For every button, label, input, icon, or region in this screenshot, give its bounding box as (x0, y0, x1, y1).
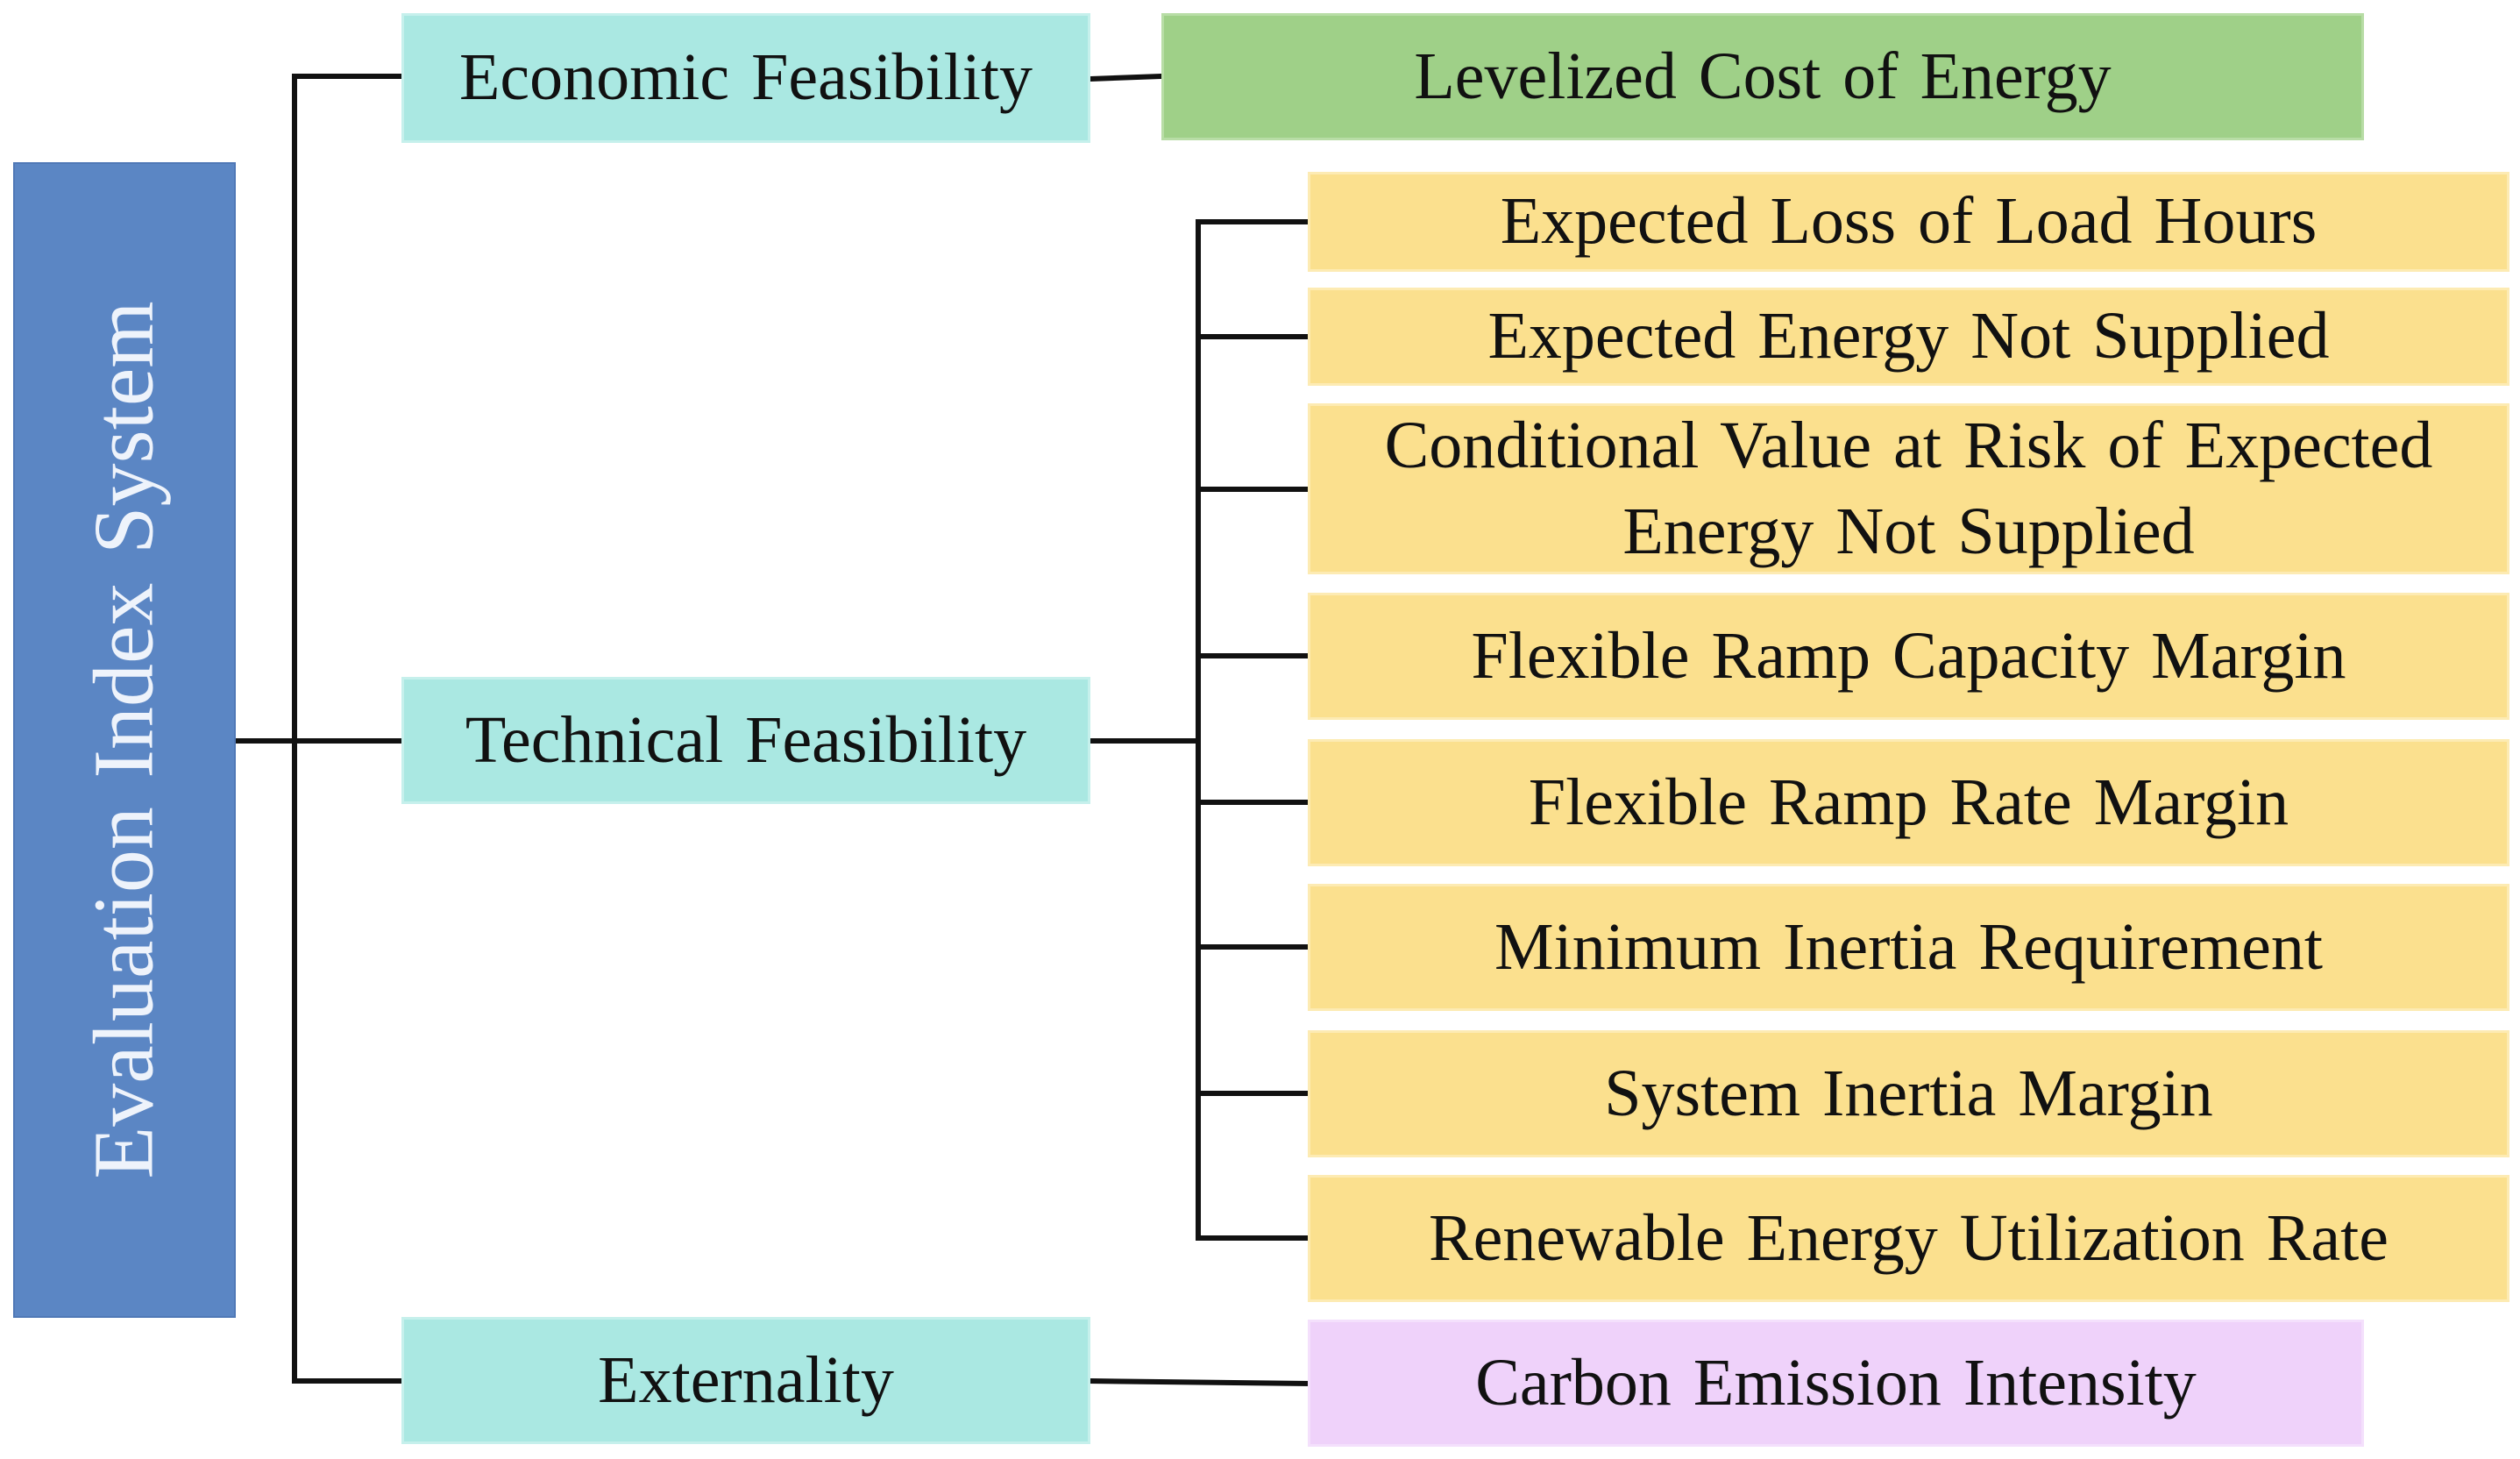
indicator-technical-6: Minimum Inertia Requirement (1308, 884, 2509, 1011)
indicator-label: Minimum Inertia Requirement (1494, 909, 2323, 984)
economic-indicator-connector (1087, 73, 1165, 82)
indicator-label: Carbon Emission Intensity (1475, 1345, 2197, 1420)
indicator-economic-1: Levelized Cost of Energy (1161, 13, 2364, 140)
indicator-label: Expected Loss of Load Hours (1500, 184, 2318, 259)
category-externality: Externality (401, 1317, 1090, 1444)
root-node: Evaluation Index System (13, 162, 236, 1318)
root-label: Evaluation Index System (76, 301, 172, 1179)
category-technical-label: Technical Feasibility (465, 702, 1027, 777)
indicator-label: Flexible Ramp Capacity Margin (1471, 618, 2346, 693)
indicator-label: Renewable Energy Utilization Rate (1428, 1200, 2389, 1275)
externality-indicator-connector (1087, 1377, 1311, 1387)
indicator-technical-5: Flexible Ramp Rate Margin (1308, 739, 2509, 866)
indicator-label: System Inertia Margin (1604, 1056, 2213, 1130)
indicator-externality-1: Carbon Emission Intensity (1308, 1320, 2364, 1447)
category-economic-label: Economic Feasibility (458, 40, 1033, 115)
indicator-technical-2: Expected Energy Not Supplied (1308, 288, 2509, 386)
indicator-technical-3: Conditional Value at Risk of Expected En… (1308, 403, 2509, 574)
indicator-label: Levelized Cost of Energy (1414, 39, 2112, 113)
category-technical: Technical Feasibility (401, 677, 1090, 804)
indicator-technical-7: System Inertia Margin (1308, 1030, 2509, 1157)
indicator-technical-8: Renewable Energy Utilization Rate (1308, 1175, 2509, 1302)
indicator-label: Conditional Value at Risk of Expected En… (1384, 409, 2433, 568)
indicator-label: Expected Energy Not Supplied (1487, 299, 2330, 374)
indicator-technical-1: Expected Loss of Load Hours (1308, 172, 2509, 272)
category-externality-label: Externality (598, 1342, 894, 1417)
indicator-label: Flexible Ramp Rate Margin (1528, 765, 2289, 839)
category-economic: Economic Feasibility (401, 13, 1090, 143)
indicator-technical-4: Flexible Ramp Capacity Margin (1308, 593, 2509, 720)
